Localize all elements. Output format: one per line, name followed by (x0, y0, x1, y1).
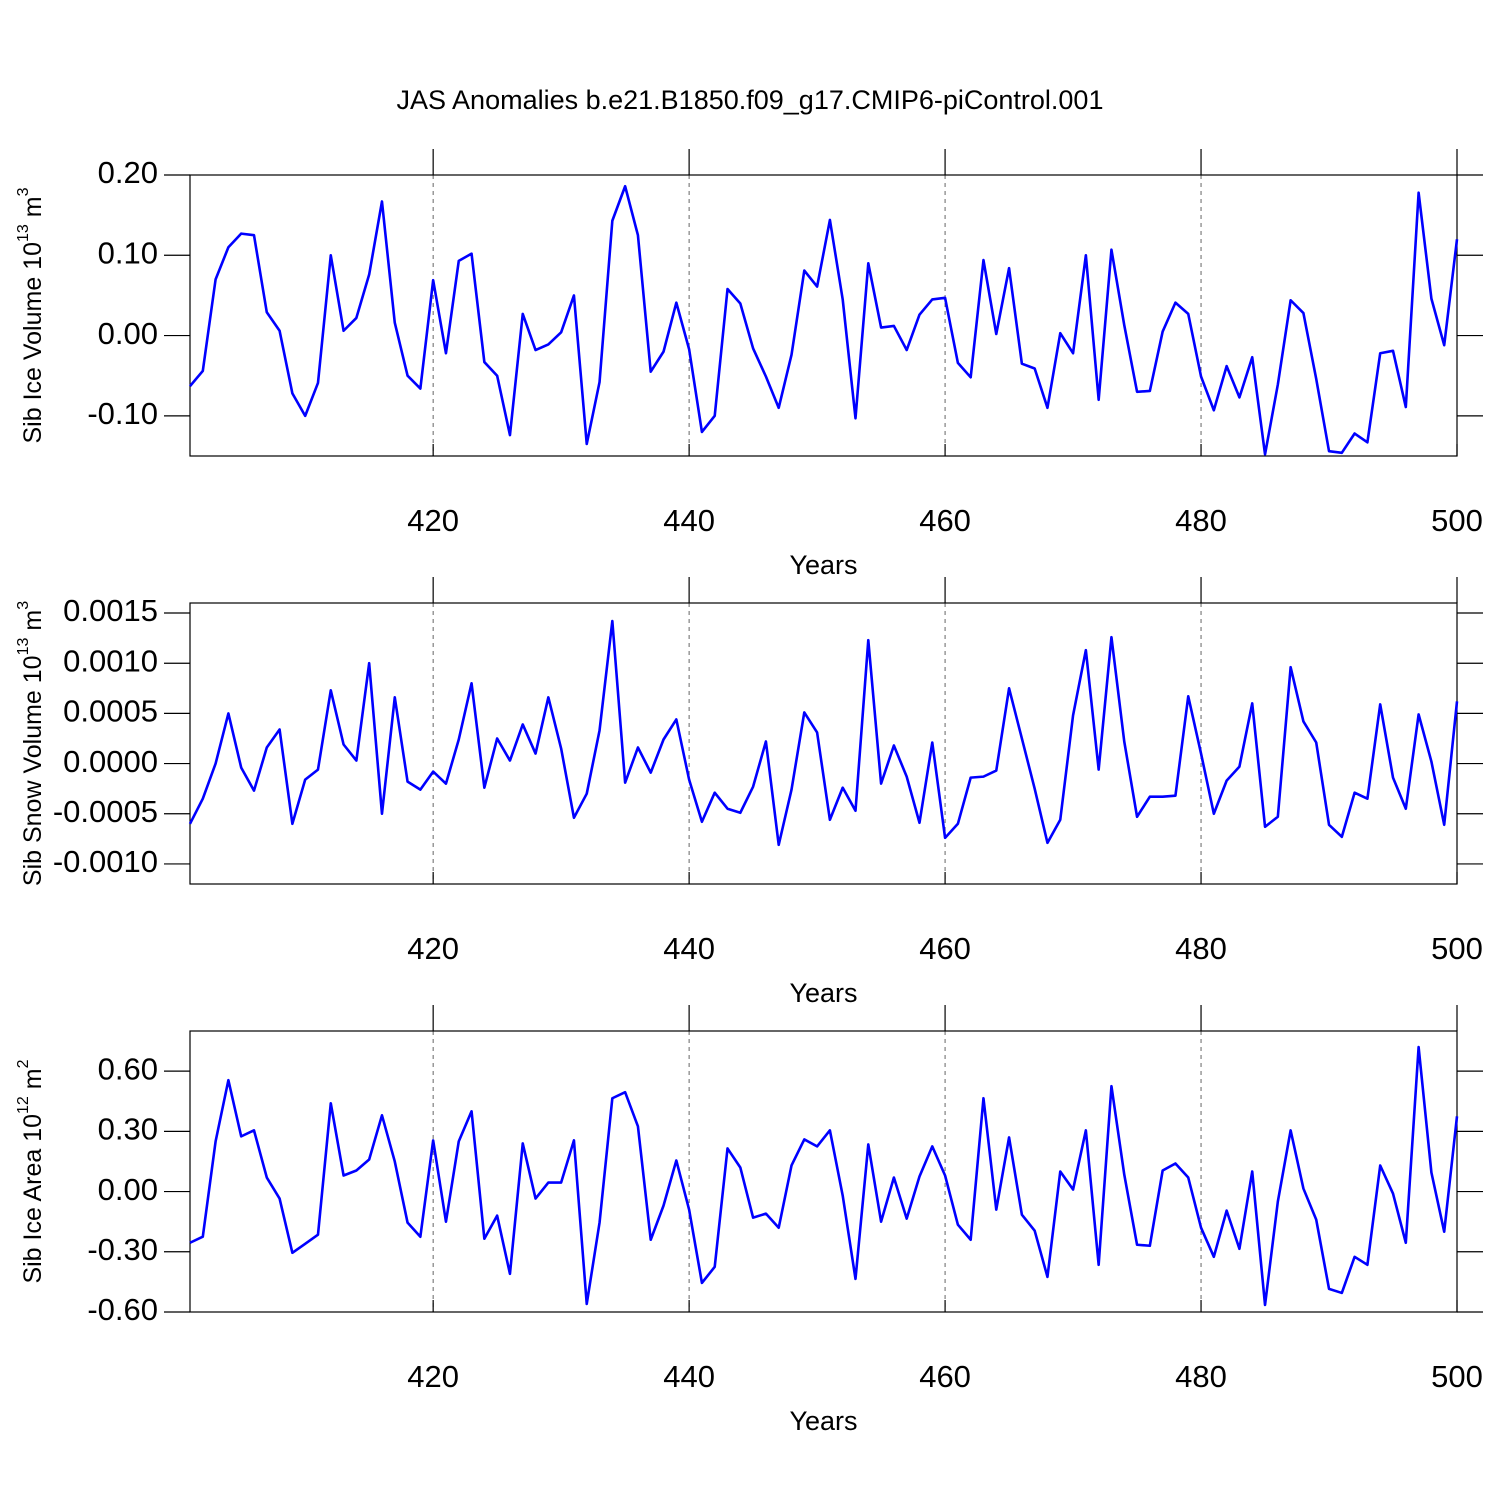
y-label-exp: 13 (15, 224, 32, 242)
x-tick-label: 420 (407, 1359, 459, 1394)
y-tick-label: 0.00 (98, 316, 158, 351)
y-tick-label: 0.20 (98, 155, 158, 190)
x-axis-label: Years (789, 1406, 857, 1436)
x-axis-label: Years (789, 550, 857, 580)
x-tick-label: 440 (663, 931, 715, 966)
y-label-exp: 12 (15, 1096, 32, 1114)
y-label-unit: m (19, 610, 47, 631)
y-label-unit: m (19, 1068, 47, 1089)
y-tick-label: 0.60 (98, 1051, 158, 1086)
y-label-unit-exp: 3 (15, 601, 32, 610)
chart-title: JAS Anomalies b.e21.B1850.f09_g17.CMIP6-… (397, 85, 1104, 115)
x-tick-label: 500 (1431, 931, 1483, 966)
y-label-text: Sib Ice Area 10 (19, 1114, 47, 1284)
panel: 420 440 460 480 500 Years -0.60 -0.30 0.00 0.30 0.… (15, 1005, 1483, 1436)
x-tick-label: 460 (919, 931, 971, 966)
y-label-text: Sib Ice Volume 10 (19, 242, 47, 444)
x-tick-label: 440 (663, 1359, 715, 1394)
data-line (189, 1045, 1459, 1307)
x-tick-label: 420 (407, 931, 459, 966)
x-tick-label: 500 (1431, 503, 1483, 538)
plot-frame (189, 174, 1458, 457)
y-tick-label: -0.0005 (53, 794, 158, 829)
panel: 420 440 460 480 500 Years -0.10 0.00 0.10 0.20 Sib… (15, 149, 1483, 580)
x-tick-label: 460 (919, 1359, 971, 1394)
y-tick-label: 0.0015 (63, 593, 158, 628)
y-tick-label: 0.0005 (63, 694, 158, 729)
x-tick-label: 440 (663, 503, 715, 538)
y-label-unit: m (19, 196, 47, 217)
y-tick-label: 0.0010 (63, 643, 158, 678)
y-tick-label: -0.10 (87, 396, 158, 431)
y-tick-label: 0.10 (98, 235, 158, 270)
y-tick-label: -0.60 (87, 1292, 158, 1327)
y-label-unit-exp: 2 (15, 1059, 32, 1068)
x-tick-label: 460 (919, 503, 971, 538)
y-label-exp: 13 (15, 638, 32, 656)
data-line (188, 619, 1459, 847)
y-tick-label: 0.00 (98, 1172, 158, 1207)
y-tick-label: -0.0010 (53, 844, 158, 879)
x-tick-label: 480 (1175, 931, 1227, 966)
x-axis-label: Years (789, 978, 857, 1008)
y-axis-label: Sib Ice Area 1012 m2 (15, 1059, 46, 1283)
x-tick-label: 480 (1175, 503, 1227, 538)
x-tick-label: 480 (1175, 1359, 1227, 1394)
y-tick-label: 0.0000 (63, 744, 158, 779)
y-axis-label: Sib Ice Volume 1013 m3 (15, 187, 46, 443)
x-tick-label: 500 (1431, 1359, 1483, 1394)
y-tick-label: -0.30 (87, 1232, 158, 1267)
y-label-unit-exp: 3 (15, 187, 32, 196)
y-label-text: Sib Snow Volume 10 (19, 655, 47, 886)
panel: 420 440 460 480 500 Years -0.0010 -0.0005 0.0000… (15, 577, 1483, 1008)
y-tick-label: 0.30 (98, 1112, 158, 1147)
plot-frame (189, 1030, 1458, 1313)
plot-frame (189, 602, 1458, 885)
data-line (189, 184, 1459, 456)
x-tick-label: 420 (407, 503, 459, 538)
y-axis-label: Sib Snow Volume 1013 m3 (15, 601, 46, 886)
